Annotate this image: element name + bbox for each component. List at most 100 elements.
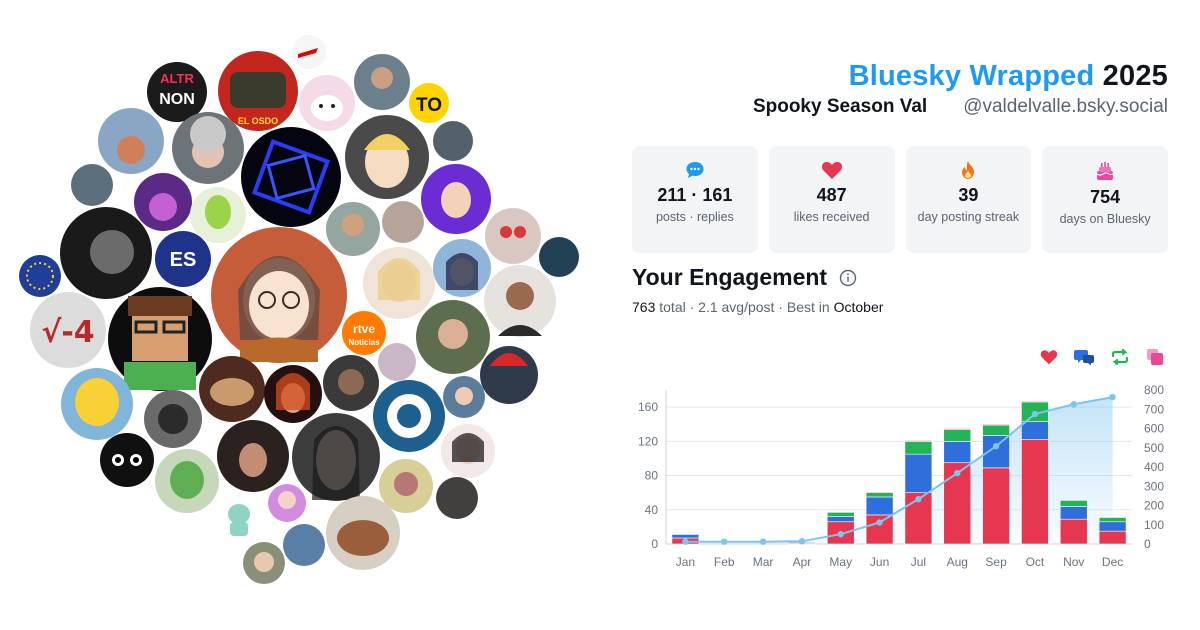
stats-row: 211 · 161 posts · replies 487 likes rece… (632, 146, 1168, 253)
x-tick-label: Jul (911, 555, 926, 569)
x-tick-label: Jun (870, 555, 889, 569)
avatar-item[interactable] (217, 420, 289, 492)
avatar-item[interactable] (243, 542, 285, 584)
avatar-item[interactable] (299, 75, 355, 131)
avatar-item[interactable] (363, 247, 435, 319)
avatar-item[interactable] (382, 201, 424, 243)
y-tick-label: 40 (645, 503, 659, 517)
avatar-item[interactable] (60, 207, 152, 299)
y2-tick-label: 100 (1144, 518, 1164, 532)
x-tick-label: Feb (714, 555, 735, 569)
avatar-item[interactable] (264, 365, 322, 423)
stat-label: days on Bluesky (1059, 212, 1151, 226)
avatar-item[interactable] (484, 265, 556, 337)
avatar-item[interactable] (98, 108, 164, 174)
avatar-item[interactable] (326, 202, 380, 256)
bar-segment (865, 491, 894, 493)
avatar-item[interactable] (218, 498, 260, 540)
avatar-item[interactable] (433, 239, 491, 297)
page-title: Bluesky Wrapped 2025 (632, 58, 1168, 94)
avatar-item[interactable] (172, 112, 244, 184)
avatar-item[interactable] (61, 368, 133, 440)
avatar-item[interactable] (433, 121, 473, 161)
engagement-title: Your Engagement (632, 264, 828, 290)
avatar-item[interactable] (268, 484, 306, 522)
heart-icon[interactable] (1040, 348, 1058, 366)
avatar-label-noticias: Noticias (348, 338, 380, 347)
avatar-label-non: NON (159, 91, 195, 108)
avatar-item[interactable] (379, 459, 433, 513)
avatar-item[interactable]: ALTR NON (147, 62, 207, 122)
avatar-item[interactable] (326, 496, 400, 570)
cumulative-line (685, 396, 1113, 543)
stat-card-likes: 487 likes received (768, 146, 895, 253)
avatar-item[interactable] (292, 413, 380, 501)
bar-segment (1098, 530, 1127, 545)
avatar-item[interactable] (485, 208, 541, 264)
avatar-item[interactable] (443, 376, 485, 418)
engagement-avg: 2.1 avg/post (698, 299, 775, 315)
bookmark-icon[interactable] (1146, 348, 1164, 366)
stat-value: 211 · 161 (657, 185, 733, 205)
avatar-item[interactable] (71, 164, 113, 206)
avatar-item[interactable] (354, 54, 410, 110)
engagement-header: Your Engagement (632, 264, 1168, 291)
y2-tick-label: 200 (1144, 499, 1164, 513)
y2-tick-label: 700 (1144, 402, 1164, 416)
avatar-item[interactable] (155, 449, 219, 513)
bar-segment (865, 492, 894, 498)
avatar-item[interactable] (190, 187, 246, 243)
repost-icon[interactable] (1110, 348, 1130, 366)
bar-segment (982, 424, 1010, 436)
bar-segment (904, 453, 933, 493)
y-tick-label: 120 (638, 434, 658, 448)
avatar-item[interactable] (292, 35, 326, 69)
bar-segment (1059, 500, 1088, 507)
avatar-item[interactable] (373, 380, 445, 452)
stat-value: 487 (816, 185, 847, 205)
bar-segment (1059, 518, 1088, 545)
avatar-item[interactable] (441, 424, 495, 478)
avatar-item[interactable]: rtve Noticias (342, 311, 386, 355)
avatar-item[interactable] (211, 227, 347, 363)
cumulative-point (1070, 401, 1077, 408)
bar-segment (1021, 400, 1049, 403)
avatar-item[interactable] (436, 477, 478, 519)
avatar-label-osdo: EL OSDO (238, 116, 278, 126)
avatar-item[interactable] (416, 300, 490, 374)
user-handle[interactable]: @valdelvalle.bsky.social (963, 96, 1168, 117)
user-row: Spooky Season Val @valdelvalle.bsky.soci… (632, 96, 1168, 118)
avatar-item[interactable] (539, 237, 579, 277)
cumulative-point (1109, 393, 1116, 401)
cumulative-point (915, 495, 922, 503)
bar-segment (943, 441, 972, 464)
avatar-item[interactable] (378, 343, 416, 381)
avatar-item[interactable] (323, 355, 379, 411)
avatar-item[interactable]: ES (155, 231, 211, 287)
avatar-item[interactable] (19, 255, 61, 297)
avatar-item[interactable] (199, 356, 265, 422)
avatar-item[interactable]: TO (409, 83, 449, 123)
avatar-item[interactable]: EL OSDO (218, 51, 298, 131)
avatar-item[interactable] (345, 115, 429, 199)
avatar-item[interactable] (100, 433, 154, 487)
y2-tick-label: 400 (1144, 460, 1164, 474)
avatar-item[interactable] (480, 346, 538, 404)
avatar-item[interactable] (134, 173, 192, 231)
cumulative-point (837, 530, 844, 538)
bar-segment (943, 429, 972, 442)
avatar-item[interactable] (241, 127, 341, 227)
avatar-item[interactable] (108, 287, 212, 391)
avatar-cloud: ALTR NON EL OSDO TO ES √-4 rt (19, 35, 579, 584)
heart-icon (821, 161, 842, 179)
avatar-item[interactable]: √-4 (30, 292, 106, 368)
info-icon[interactable] (839, 269, 857, 287)
avatar-item[interactable] (283, 524, 325, 566)
bar-segment (1021, 439, 1049, 545)
quote-icon[interactable] (1074, 348, 1094, 366)
bar-segment (1098, 517, 1127, 523)
engagement-best-month: October (833, 299, 884, 315)
engagement-summary: 763 total · 2.1 avg/post · Best in Octob… (632, 299, 1168, 315)
avatar-item[interactable] (421, 164, 491, 234)
avatar-item[interactable] (144, 390, 202, 448)
